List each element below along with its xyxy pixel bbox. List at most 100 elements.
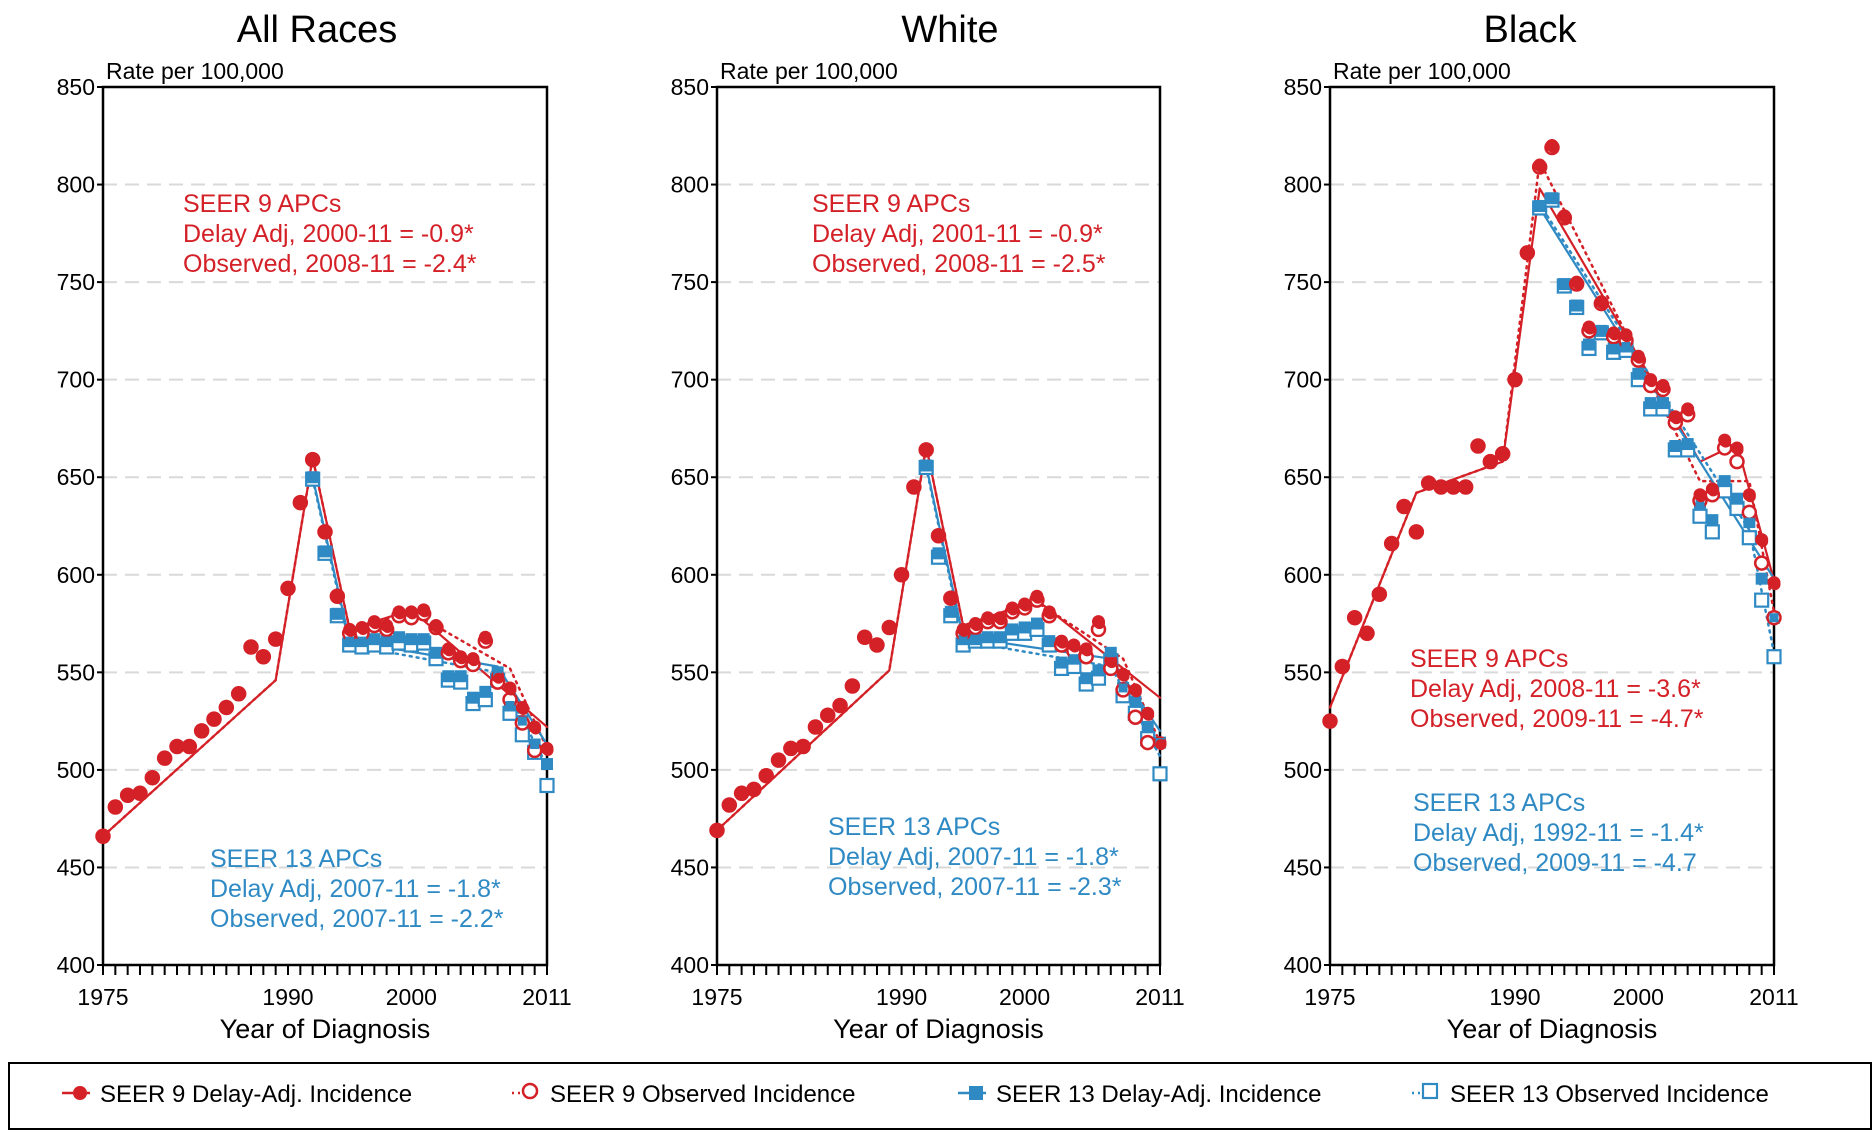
data-point bbox=[542, 744, 554, 756]
x-tick-label: 1975 bbox=[1304, 984, 1355, 1010]
legend-label: SEER 9 Observed Incidence bbox=[550, 1081, 856, 1108]
data-point bbox=[1130, 686, 1142, 698]
x-tick-label: 1990 bbox=[1489, 984, 1540, 1010]
y-tick-label: 850 bbox=[57, 74, 95, 100]
legend-marker bbox=[969, 1086, 983, 1100]
data-point bbox=[1707, 515, 1717, 525]
data-point bbox=[160, 754, 172, 766]
data-point bbox=[1044, 636, 1054, 646]
x-tick-label: 2011 bbox=[522, 984, 571, 1010]
data-point bbox=[345, 625, 357, 637]
data-point bbox=[1584, 323, 1596, 335]
annotation-seer13-line: Observed, 2009-11 = -4.7 bbox=[1413, 849, 1697, 877]
data-point bbox=[530, 740, 540, 750]
data-point bbox=[1081, 673, 1091, 683]
data-point bbox=[1535, 201, 1545, 211]
annotation-seer13-line: Observed, 2007-11 = -2.3* bbox=[828, 873, 1122, 901]
data-point bbox=[1753, 555, 1770, 571]
annotation-seer13-line: Delay Adj, 1992-11 = -1.4* bbox=[1413, 819, 1704, 847]
data-point bbox=[419, 606, 431, 618]
plot-frame bbox=[715, 85, 1162, 967]
data-point bbox=[406, 634, 416, 644]
y-tick-label: 500 bbox=[671, 757, 709, 783]
data-point bbox=[1510, 376, 1522, 388]
x-tick-label: 2000 bbox=[386, 984, 437, 1010]
y-tick-label: 700 bbox=[57, 367, 95, 393]
data-point bbox=[860, 633, 872, 645]
data-point bbox=[1729, 453, 1745, 470]
annotation-seer9-line: SEER 9 APCs bbox=[1410, 645, 1568, 673]
data-point bbox=[147, 774, 159, 786]
y-tick-label: 400 bbox=[671, 952, 709, 978]
data-point bbox=[480, 633, 492, 645]
y-tick-label: 400 bbox=[1284, 952, 1322, 978]
data-point bbox=[1032, 619, 1042, 629]
data-point bbox=[934, 548, 943, 558]
data-point bbox=[517, 703, 529, 715]
data-point bbox=[320, 528, 332, 540]
data-point bbox=[1093, 618, 1105, 630]
legend-marker bbox=[1421, 1082, 1439, 1100]
y-tick-label: 650 bbox=[1284, 464, 1322, 490]
data-point bbox=[1720, 436, 1732, 448]
annotation-seer9-line: SEER 9 APCs bbox=[812, 190, 970, 218]
data-point bbox=[505, 701, 515, 711]
data-point bbox=[308, 456, 320, 468]
legend-label: SEER 9 Delay-Adj. Incidence bbox=[100, 1081, 412, 1108]
data-point bbox=[468, 693, 478, 703]
y-tick-label: 600 bbox=[671, 562, 709, 588]
data-point bbox=[712, 826, 724, 838]
data-point bbox=[1152, 766, 1168, 782]
data-point bbox=[468, 655, 480, 667]
annotation-seer13-line: Delay Adj, 2007-11 = -1.8* bbox=[828, 843, 1119, 871]
x-tick-label: 1990 bbox=[876, 984, 927, 1010]
data-point bbox=[810, 723, 822, 735]
y-axis-label: Rate per 100,000 bbox=[106, 58, 284, 84]
data-point bbox=[897, 571, 909, 583]
trend-line-seer-9-delay-adj-trend bbox=[1328, 187, 1776, 709]
data-point bbox=[1387, 540, 1399, 552]
data-point bbox=[98, 832, 110, 844]
data-point bbox=[172, 742, 184, 754]
data-point bbox=[332, 592, 344, 604]
x-tick-label: 1975 bbox=[77, 984, 128, 1010]
data-point bbox=[1127, 709, 1144, 725]
y-tick-label: 800 bbox=[57, 172, 95, 198]
annotation-seer9-line: Delay Adj, 2008-11 = -3.6* bbox=[1410, 675, 1701, 703]
annotation-seer9-line: Delay Adj, 2000-11 = -0.9* bbox=[183, 220, 474, 248]
y-tick-label: 750 bbox=[671, 269, 709, 295]
data-point bbox=[1069, 641, 1081, 653]
data-point bbox=[1057, 637, 1069, 649]
data-point bbox=[517, 716, 527, 726]
data-point bbox=[872, 641, 884, 653]
data-point bbox=[1704, 524, 1720, 540]
x-axis-label: Year of Diagnosis bbox=[220, 1014, 431, 1044]
data-point bbox=[1081, 645, 1093, 657]
data-point bbox=[1020, 600, 1032, 612]
data-point bbox=[995, 632, 1005, 642]
data-point bbox=[983, 632, 993, 642]
x-tick-label: 2000 bbox=[999, 984, 1050, 1010]
data-point bbox=[1596, 326, 1606, 336]
y-axis-label: Rate per 100,000 bbox=[720, 58, 898, 84]
x-axis-label: Year of Diagnosis bbox=[833, 1014, 1044, 1044]
x-tick-label: 2000 bbox=[1613, 984, 1664, 1010]
data-point bbox=[983, 614, 995, 626]
data-point bbox=[1007, 624, 1017, 634]
x-tick-label: 2011 bbox=[1749, 984, 1798, 1010]
annotation-seer13-line: SEER 13 APCs bbox=[210, 845, 382, 873]
data-point bbox=[110, 803, 122, 815]
data-point bbox=[505, 684, 517, 696]
legend-marker bbox=[73, 1086, 87, 1100]
data-point bbox=[1424, 479, 1436, 491]
data-point bbox=[724, 801, 736, 813]
y-tick-label: 650 bbox=[57, 464, 95, 490]
annotation-seer9-line: Observed, 2008-11 = -2.4* bbox=[183, 250, 477, 278]
data-point bbox=[539, 777, 555, 794]
data-point bbox=[530, 723, 542, 735]
annotation-seer9-line: Delay Adj, 2001-11 = -0.9* bbox=[812, 220, 1103, 248]
data-point bbox=[761, 772, 773, 784]
data-point bbox=[1732, 444, 1744, 456]
data-point bbox=[542, 759, 552, 769]
data-point bbox=[221, 703, 233, 715]
